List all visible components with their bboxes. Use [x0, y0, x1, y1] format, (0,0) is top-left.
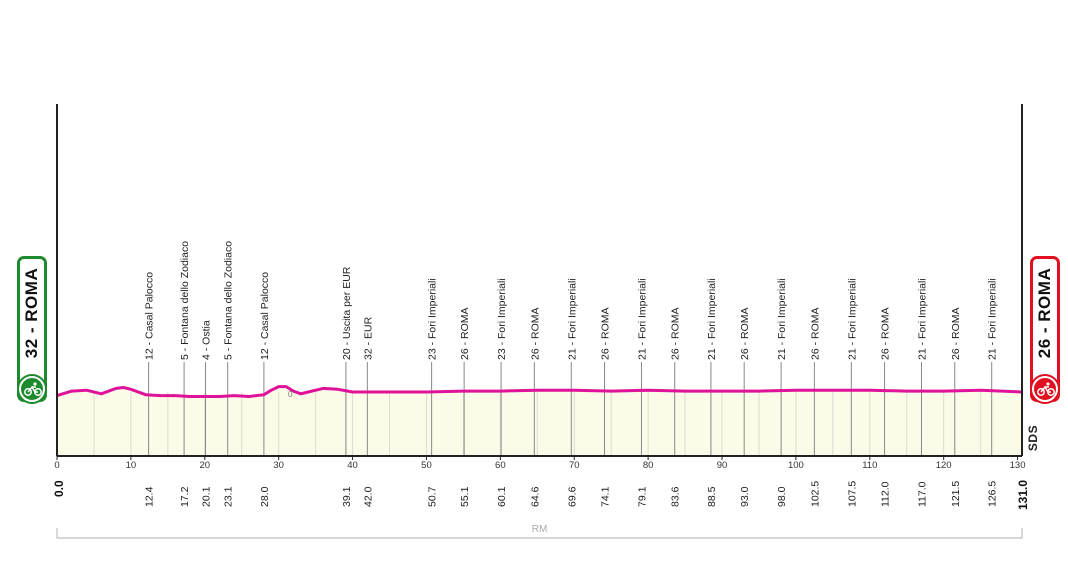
waypoint-name: 21 - Fori Imperiali	[987, 278, 999, 360]
waypoint-name: 26 - ROMA	[739, 307, 751, 360]
start-badge: 32 - ROMA	[17, 256, 47, 402]
finish-km-label: 131.0	[1016, 480, 1030, 510]
waypoint-km-label: 42.0	[362, 486, 374, 507]
x-tick-label: 100	[788, 460, 804, 471]
distance-unit-label: RM	[532, 524, 548, 535]
waypoint-name: 32 - EUR	[362, 316, 374, 360]
waypoint-name: 21 - Fori Imperiali	[706, 278, 718, 360]
waypoint-km-label: 28.0	[259, 486, 271, 507]
x-tick-label: 30	[273, 460, 284, 471]
waypoint-km-label: 12.4	[144, 486, 156, 507]
waypoint-name: 20 - Uscita per EUR	[341, 266, 353, 360]
waypoint-km-label: 112.0	[880, 481, 892, 507]
profile-level-label: 0	[288, 390, 293, 399]
waypoint-km-label: 50.7	[427, 486, 439, 507]
waypoint-km-label: 102.5	[809, 481, 821, 507]
waypoint-name: 26 - ROMA	[600, 307, 612, 360]
waypoint-name: 21 - Fori Imperiali	[917, 278, 929, 360]
x-tick-label: 60	[495, 460, 506, 471]
finish-cyclist-icon	[1032, 376, 1058, 402]
x-tick-label: 80	[643, 460, 654, 471]
waypoint-km-label: 74.1	[600, 486, 612, 507]
waypoint-name: 26 - ROMA	[880, 307, 892, 360]
x-tick-label: 130	[1010, 460, 1026, 471]
waypoint-name: 12 - Casal Palocco	[259, 272, 271, 360]
waypoint-name: 21 - Fori Imperiali	[636, 278, 648, 360]
finish-label: 26 - ROMA	[1035, 267, 1054, 359]
waypoint-name: 26 - ROMA	[670, 307, 682, 360]
distance-bracket	[56, 528, 1023, 539]
waypoint-km-label: 55.1	[459, 486, 471, 507]
x-tick-label: 10	[126, 460, 137, 471]
start-label: 32 - ROMA	[22, 267, 41, 359]
start-km-label: 0.0	[52, 480, 66, 497]
waypoint-km-label: 117.0	[917, 481, 929, 507]
waypoint-km-label: 64.6	[529, 486, 541, 507]
profile-line	[56, 385, 1023, 398]
x-tick-label: 0	[54, 460, 59, 471]
x-tick-label: 120	[936, 460, 952, 471]
waypoint-name: 26 - ROMA	[459, 307, 471, 360]
waypoint-km-label: 17.2	[179, 486, 191, 507]
sds-logo-text: SDS	[1026, 424, 1040, 452]
waypoint-km-label: 107.5	[846, 481, 858, 507]
x-tick-label: 20	[199, 460, 210, 471]
x-tick-label: 110	[862, 460, 877, 471]
waypoint-name: 23 - Fori Imperiali	[496, 278, 508, 360]
x-tick-label: 90	[717, 460, 728, 471]
waypoint-name: 26 - ROMA	[950, 307, 962, 360]
waypoint-km-label: 79.1	[636, 486, 648, 507]
waypoint-km-label: 93.0	[739, 486, 751, 507]
waypoint-name: 26 - ROMA	[529, 307, 541, 360]
waypoint-km-label: 20.1	[201, 486, 213, 507]
waypoint-name: 21 - Fori Imperiali	[846, 278, 858, 360]
waypoint-name: 5 - Fontana dello Zodiaco	[179, 241, 191, 360]
x-tick-label: 70	[569, 460, 580, 471]
cyclist-icon	[1037, 382, 1055, 396]
waypoint-km-label: 88.5	[706, 486, 718, 507]
waypoint-km-label: 121.5	[950, 481, 962, 507]
waypoint-name: 5 - Fontana dello Zodiaco	[223, 241, 235, 360]
waypoint-name: 12 - Casal Palocco	[144, 272, 156, 360]
waypoint-name: 4 - Ostia	[201, 320, 213, 360]
x-tick-label: 40	[347, 460, 358, 471]
start-cyclist-icon	[19, 376, 45, 402]
finish-badge: 26 - ROMA	[1030, 256, 1060, 402]
cyclist-icon	[24, 382, 42, 396]
waypoint-km-label: 83.6	[670, 486, 682, 507]
waypoint-km-label: 39.1	[341, 486, 353, 507]
x-tick-label: 50	[421, 460, 432, 471]
waypoint-name: 21 - Fori Imperiali	[776, 278, 788, 360]
waypoint-km-label: 126.5	[987, 481, 999, 507]
waypoint-km-label: 98.0	[776, 486, 788, 507]
waypoint-name: 21 - Fori Imperiali	[566, 278, 578, 360]
waypoint-km-label: 23.1	[223, 486, 235, 507]
waypoint-km-label: 60.1	[496, 486, 508, 507]
sds-logo: SDS	[1024, 418, 1042, 458]
waypoint-name: 23 - Fori Imperiali	[427, 278, 439, 360]
waypoint-name: 26 - ROMA	[809, 307, 821, 360]
waypoint-km-label: 69.6	[566, 486, 578, 507]
